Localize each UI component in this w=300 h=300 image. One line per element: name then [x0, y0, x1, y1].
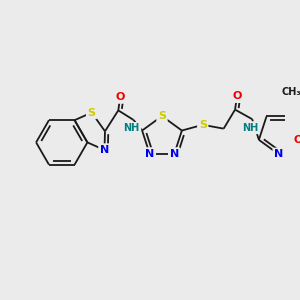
Text: S: S — [88, 108, 96, 118]
Text: N: N — [169, 149, 179, 159]
Text: O: O — [294, 135, 300, 145]
Text: S: S — [199, 120, 207, 130]
Text: N: N — [145, 149, 154, 159]
Text: O: O — [116, 92, 125, 102]
Text: N: N — [100, 145, 109, 155]
Text: CH₃: CH₃ — [281, 88, 300, 98]
Text: S: S — [158, 111, 166, 121]
Text: O: O — [232, 91, 242, 101]
Text: N: N — [274, 149, 283, 159]
Text: NH: NH — [242, 123, 258, 133]
Text: NH: NH — [124, 123, 140, 134]
